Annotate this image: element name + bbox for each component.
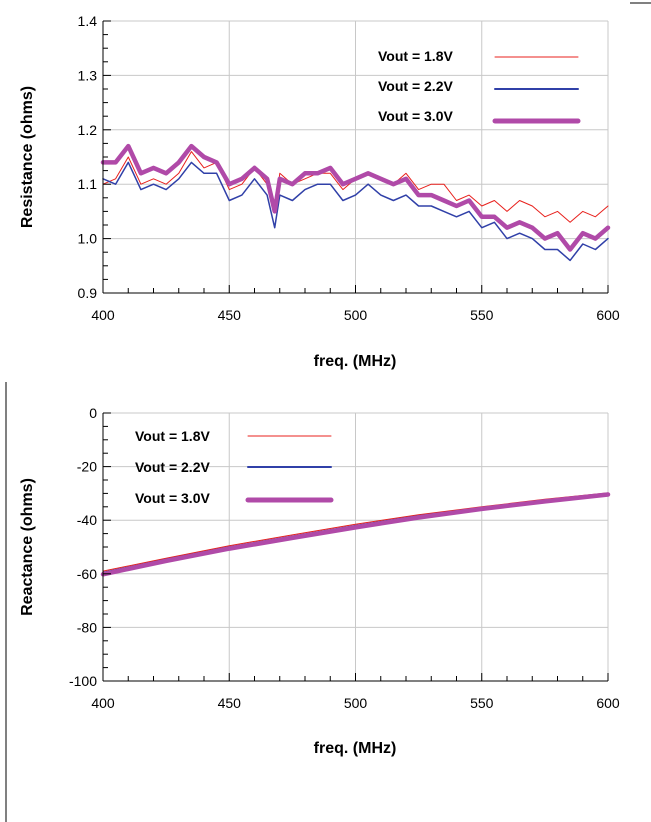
x-axis-label: freq. (MHz) [314,740,397,757]
x-tick-label: 400 [91,307,115,323]
x-tick-label: 450 [218,307,242,323]
y-tick-label: 1.0 [78,231,98,247]
x-tick-label: 550 [470,695,494,711]
legend: Vout = 1.8V Vout = 2.2V Vout = 3.0V [378,48,581,124]
y-tick-label: -60 [77,566,97,582]
y-tick-label: -100 [69,673,97,689]
y-tick-label: 1.4 [78,13,98,29]
reactance-chart: 400 450 500 550 600 -100 -80 -60 -40 -20 0 freq. (… [19,405,620,757]
x-tick-label: 600 [596,307,620,323]
resistance-chart: 400 450 500 550 600 0.9 1.0 1.1 1.2 1.3 1.4 freq. … [19,13,620,370]
y-tick-label: -40 [77,512,97,528]
legend-label-2: Vout = 3.0V [135,490,210,506]
x-tick-label: 600 [596,695,620,711]
series-layer [100,143,611,262]
grid [103,412,609,681]
y-axis-label: Reactance (ohms) [19,478,36,616]
y-tick-label: 1.3 [78,67,98,83]
y-tick-label: 0 [89,405,97,421]
x-tick-label: 500 [344,695,368,711]
x-axis-label: freq. (MHz) [314,353,397,370]
x-tick-label: 400 [91,695,115,711]
legend-label-2: Vout = 3.0V [378,108,453,124]
y-tick-label: -20 [77,459,97,475]
x-tick-label: 450 [218,695,242,711]
ticks: 400 450 500 550 600 -100 -80 -60 -40 -20 0 [69,405,620,711]
y-tick-label: -80 [77,619,97,635]
y-tick-label: 1.2 [78,122,98,138]
y-tick-label: 0.9 [78,285,98,301]
x-tick-label: 550 [470,307,494,323]
x-tick-label: 500 [344,307,368,323]
y-axis-label: Resistance (ohms) [19,86,36,228]
grid [103,20,609,293]
legend-label-0: Vout = 1.8V [378,48,453,64]
y-tick-label: 1.1 [78,176,98,192]
series-layer [100,492,611,577]
series-line-2 [100,492,611,577]
series-line-2 [100,143,611,252]
legend-label-1: Vout = 2.2V [378,78,453,94]
legend: Vout = 1.8V Vout = 2.2V Vout = 3.0V [135,428,334,506]
series-line-1 [102,161,609,262]
ticks: 400 450 500 550 600 0.9 1.0 1.1 1.2 1.3 1.4 [78,13,620,323]
legend-label-1: Vout = 2.2V [135,459,210,475]
legend-label-0: Vout = 1.8V [135,428,210,444]
series-line-0 [102,151,609,223]
